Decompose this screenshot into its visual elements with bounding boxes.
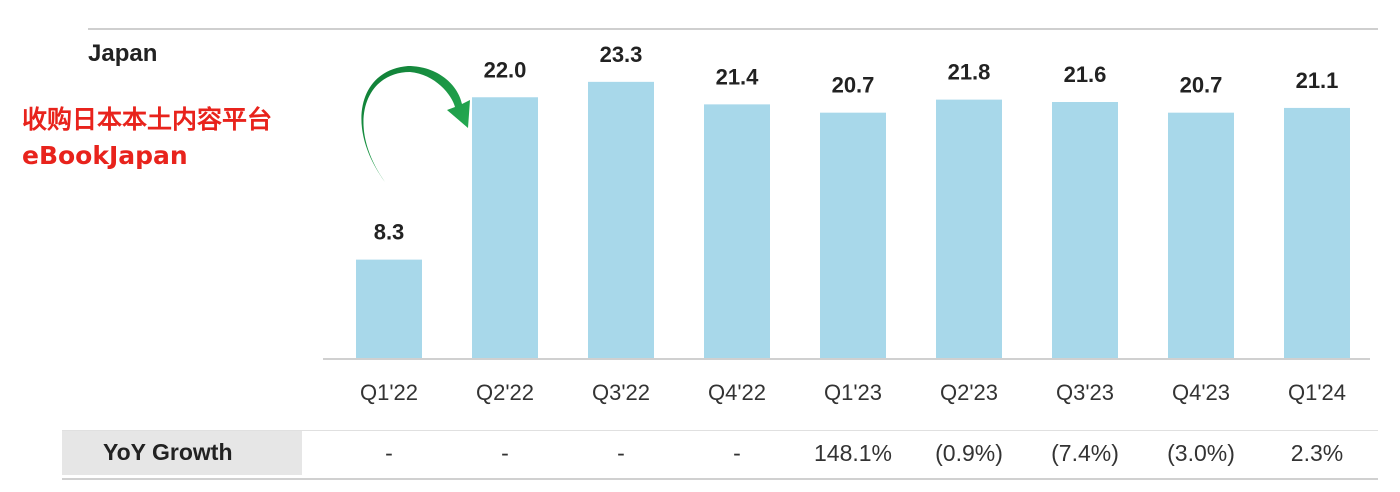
x-tick-label-5: Q2'23 — [940, 380, 998, 405]
acquisition-annotation: 收购日本本土内容平台 eBookJapan — [22, 102, 272, 174]
x-tick-label-1: Q2'22 — [476, 380, 534, 405]
growth-value-1: - — [501, 440, 509, 466]
bar-7 — [1168, 112, 1234, 359]
x-tick-label-8: Q1'24 — [1288, 380, 1346, 405]
chart-title: Japan — [88, 40, 158, 67]
annotation-line-1: 收购日本本土内容平台 — [22, 105, 273, 134]
growth-label: YoY Growth — [103, 439, 233, 465]
growth-value-7: (3.0%) — [1167, 440, 1235, 466]
growth-value-2: - — [617, 440, 625, 466]
value-label-3: 21.4 — [716, 64, 760, 89]
bar-6 — [1052, 102, 1118, 358]
bar-4 — [820, 112, 886, 359]
growth-value-4: 148.1% — [813, 440, 892, 466]
bar-5 — [936, 99, 1002, 358]
x-tick-label-7: Q4'23 — [1172, 380, 1230, 405]
bar-0 — [356, 259, 422, 358]
growth-top-rule — [62, 430, 1378, 431]
value-label-1: 22.0 — [484, 57, 527, 82]
curved-arrow-icon — [361, 66, 470, 182]
growth-value-8: 2.3% — [1290, 440, 1344, 466]
growth-value-0: - — [385, 440, 393, 466]
bar-8 — [1284, 107, 1350, 358]
x-tick-label-0: Q1'22 — [360, 380, 418, 405]
bar-1 — [472, 97, 538, 358]
value-label-8: 21.1 — [1296, 68, 1339, 93]
growth-bottom-rule — [62, 478, 1378, 480]
value-label-6: 21.6 — [1064, 62, 1107, 87]
x-tick-label-4: Q1'23 — [824, 380, 882, 405]
x-tick-label-2: Q3'22 — [592, 380, 650, 405]
value-label-0: 8.3 — [374, 220, 405, 245]
value-label-5: 21.8 — [948, 60, 991, 85]
value-label-4: 20.7 — [832, 73, 875, 98]
growth-value-6: (7.4%) — [1051, 440, 1119, 466]
value-label-7: 20.7 — [1180, 73, 1223, 98]
bar-3 — [704, 104, 770, 359]
bar-2 — [588, 81, 654, 358]
growth-value-5: (0.9%) — [935, 440, 1003, 466]
top-divider — [88, 28, 1378, 30]
x-tick-label-6: Q3'23 — [1056, 380, 1114, 405]
x-tick-label-3: Q4'22 — [708, 380, 766, 405]
annotation-line-2: eBookJapan — [22, 141, 188, 170]
value-label-2: 23.3 — [600, 42, 643, 67]
growth-label-cell — [62, 431, 302, 475]
growth-value-3: - — [733, 440, 741, 466]
